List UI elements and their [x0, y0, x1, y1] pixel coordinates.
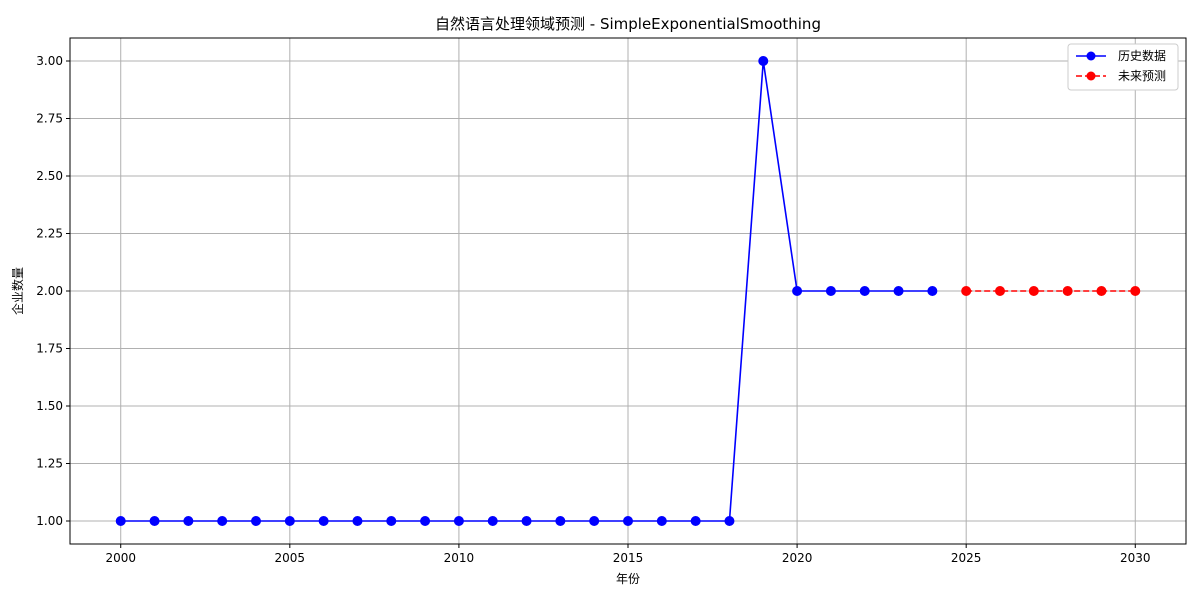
forecast-data-point	[1096, 286, 1107, 296]
y-tick-label: 1.00	[36, 514, 63, 528]
forecast-data-point	[961, 286, 972, 296]
history-data-point	[623, 516, 633, 526]
history-data-point	[284, 516, 295, 526]
history-data-point	[217, 516, 228, 526]
history-data-point	[352, 516, 363, 526]
y-tick-label: 2.50	[36, 169, 63, 183]
history-data-point	[149, 516, 160, 526]
forecast-data-point	[1028, 286, 1039, 296]
y-tick-label: 2.75	[36, 112, 63, 126]
forecast-data-point	[1130, 286, 1141, 296]
history-data-point	[589, 516, 600, 526]
history-data-point	[690, 516, 701, 526]
y-tick-label: 2.00	[36, 284, 63, 298]
x-tick-label: 2025	[951, 551, 982, 565]
y-tick-label: 2.25	[36, 227, 63, 241]
history-data-point	[656, 516, 667, 526]
y-tick-label: 1.25	[36, 457, 63, 471]
history-data-point	[927, 286, 938, 296]
y-axis-label: 企业数量	[10, 267, 25, 315]
y-tick-label: 1.50	[36, 399, 63, 413]
history-data-point	[555, 516, 566, 526]
history-data-point	[420, 516, 431, 526]
legend-forecast-label: 未来预测	[1118, 69, 1166, 83]
x-tick-label: 2015	[613, 551, 644, 565]
x-tick-label: 2005	[275, 551, 306, 565]
x-tick-label: 2010	[444, 551, 475, 565]
history-data-point	[758, 56, 769, 66]
history-data-point	[724, 516, 735, 526]
history-data-point	[251, 516, 261, 526]
history-data-point	[318, 516, 329, 526]
y-tick-label: 1.75	[36, 342, 63, 356]
chart-title: 自然语言处理领域预测 - SimpleExponentialSmoothing	[435, 15, 821, 33]
forecast-data-point	[1062, 286, 1073, 296]
legend-history-label: 历史数据	[1118, 48, 1166, 63]
history-data-point	[115, 516, 126, 526]
history-data-point	[792, 286, 803, 296]
plot-series	[115, 56, 1141, 526]
x-tick-label: 2000	[105, 551, 136, 565]
history-data-point	[453, 516, 464, 526]
x-tick-label: 2030	[1120, 551, 1151, 565]
y-tick-label: 3.00	[36, 54, 63, 68]
history-data-point	[183, 516, 194, 526]
history-data-point	[825, 286, 836, 296]
axis-ticks: 2000 2005 2010 2015 2020 2025 2030 1.00 1.25 1.50…	[36, 54, 1150, 565]
forecast-data-point	[995, 286, 1005, 296]
history-data-point	[487, 516, 498, 526]
history-data-point	[859, 286, 870, 296]
history-data-point	[521, 516, 532, 526]
x-axis-label: 年份	[616, 572, 640, 586]
legend-history-marker	[1086, 51, 1096, 61]
legend-forecast-marker	[1086, 71, 1096, 81]
history-data-point	[386, 516, 397, 526]
x-tick-label: 2020	[782, 551, 813, 565]
history-data-point	[893, 286, 904, 296]
